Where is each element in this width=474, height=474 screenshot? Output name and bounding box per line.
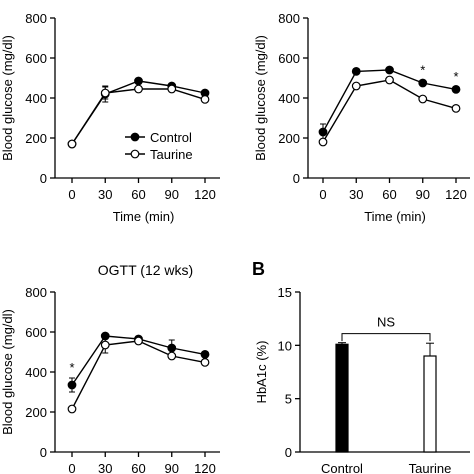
y-tick-label: 0 [40, 171, 47, 186]
data-point-taurine [67, 404, 77, 414]
x-category-label: Control [321, 461, 363, 474]
y-tick-label: 800 [25, 285, 47, 300]
y-tick-label: 600 [25, 51, 47, 66]
x-tick-label: 60 [131, 187, 145, 202]
data-point-taurine [451, 103, 461, 113]
data-point-control [67, 380, 77, 390]
data-point-taurine [385, 75, 394, 85]
y-tick-label: 800 [278, 11, 300, 26]
bar-taurine [423, 355, 437, 453]
x-tick-label: 120 [194, 187, 216, 202]
significance-label: NS [377, 315, 395, 330]
data-point-control [167, 343, 177, 353]
y-tick-label: 400 [25, 365, 47, 380]
y-tick-label: 200 [25, 405, 47, 420]
data-point-control [318, 127, 328, 137]
significance-asterisk: * [420, 63, 425, 78]
bar-control [335, 343, 349, 453]
data-point-taurine [351, 81, 361, 91]
y-tick-label: 0 [40, 445, 47, 460]
x-tick-label: 30 [98, 461, 112, 474]
y-tick-label: 400 [278, 91, 300, 106]
significance-asterisk: * [453, 69, 458, 84]
data-point-taurine [100, 340, 110, 350]
y-axis-label: Blood glucose (mg/dl) [253, 35, 268, 161]
x-tick-label: 90 [416, 187, 430, 202]
y-tick-label: 0 [293, 171, 300, 186]
x-tick-label: 120 [194, 461, 216, 474]
x-tick-label: 90 [165, 187, 179, 202]
x-tick-label: 60 [382, 187, 396, 202]
x-axis-label: Time (min) [113, 209, 175, 224]
x-tick-label: 90 [165, 461, 179, 474]
x-tick-label: 0 [319, 187, 326, 202]
data-point-taurine [67, 139, 77, 149]
data-point-taurine [200, 358, 210, 367]
legend-marker [130, 149, 140, 159]
x-tick-label: 120 [445, 187, 467, 202]
legend-label: Taurine [150, 147, 193, 162]
data-point-control [418, 78, 428, 88]
x-tick-label: 30 [349, 187, 363, 202]
data-point-taurine [167, 351, 177, 361]
legend-marker [130, 132, 140, 142]
panel-label: B [252, 259, 265, 279]
data-point-taurine [200, 94, 210, 104]
y-axis-label: Blood glucose (mg/dl) [0, 309, 15, 435]
x-tick-label: 0 [68, 187, 75, 202]
data-point-control [451, 84, 461, 94]
significance-bracket [341, 333, 431, 342]
y-tick-label: 5 [285, 392, 292, 407]
data-point-control [385, 65, 394, 75]
x-tick-label: 60 [131, 461, 145, 474]
series-line-taurine [322, 79, 457, 143]
y-axis-label: Blood glucose (mg/dl) [0, 35, 15, 161]
x-axis-label: Time (min) [364, 209, 426, 224]
data-point-taurine [318, 137, 328, 147]
data-point-control [134, 76, 143, 86]
significance-asterisk: * [69, 360, 74, 375]
legend-label: Control [150, 130, 192, 145]
data-point-taurine [418, 94, 428, 104]
y-tick-label: 200 [278, 131, 300, 146]
chart-title: OGTT (12 wks) [98, 262, 193, 278]
data-point-taurine [134, 336, 143, 346]
x-tick-label: 30 [98, 187, 112, 202]
y-tick-label: 600 [278, 51, 300, 66]
y-tick-label: 800 [25, 11, 47, 26]
y-tick-label: 400 [25, 91, 47, 106]
data-point-control [200, 350, 210, 359]
y-tick-label: 15 [278, 285, 292, 300]
y-axis-label: HbA1c (%) [254, 341, 269, 404]
y-tick-label: 600 [25, 325, 47, 340]
y-tick-label: 10 [278, 338, 292, 353]
data-point-taurine [100, 88, 110, 98]
y-tick-label: 0 [285, 445, 292, 460]
x-tick-label: 0 [68, 461, 75, 474]
data-point-taurine [134, 84, 143, 94]
x-category-label: Taurine [409, 461, 452, 474]
y-tick-label: 200 [25, 131, 47, 146]
data-point-taurine [167, 84, 177, 94]
data-point-control [351, 66, 361, 76]
